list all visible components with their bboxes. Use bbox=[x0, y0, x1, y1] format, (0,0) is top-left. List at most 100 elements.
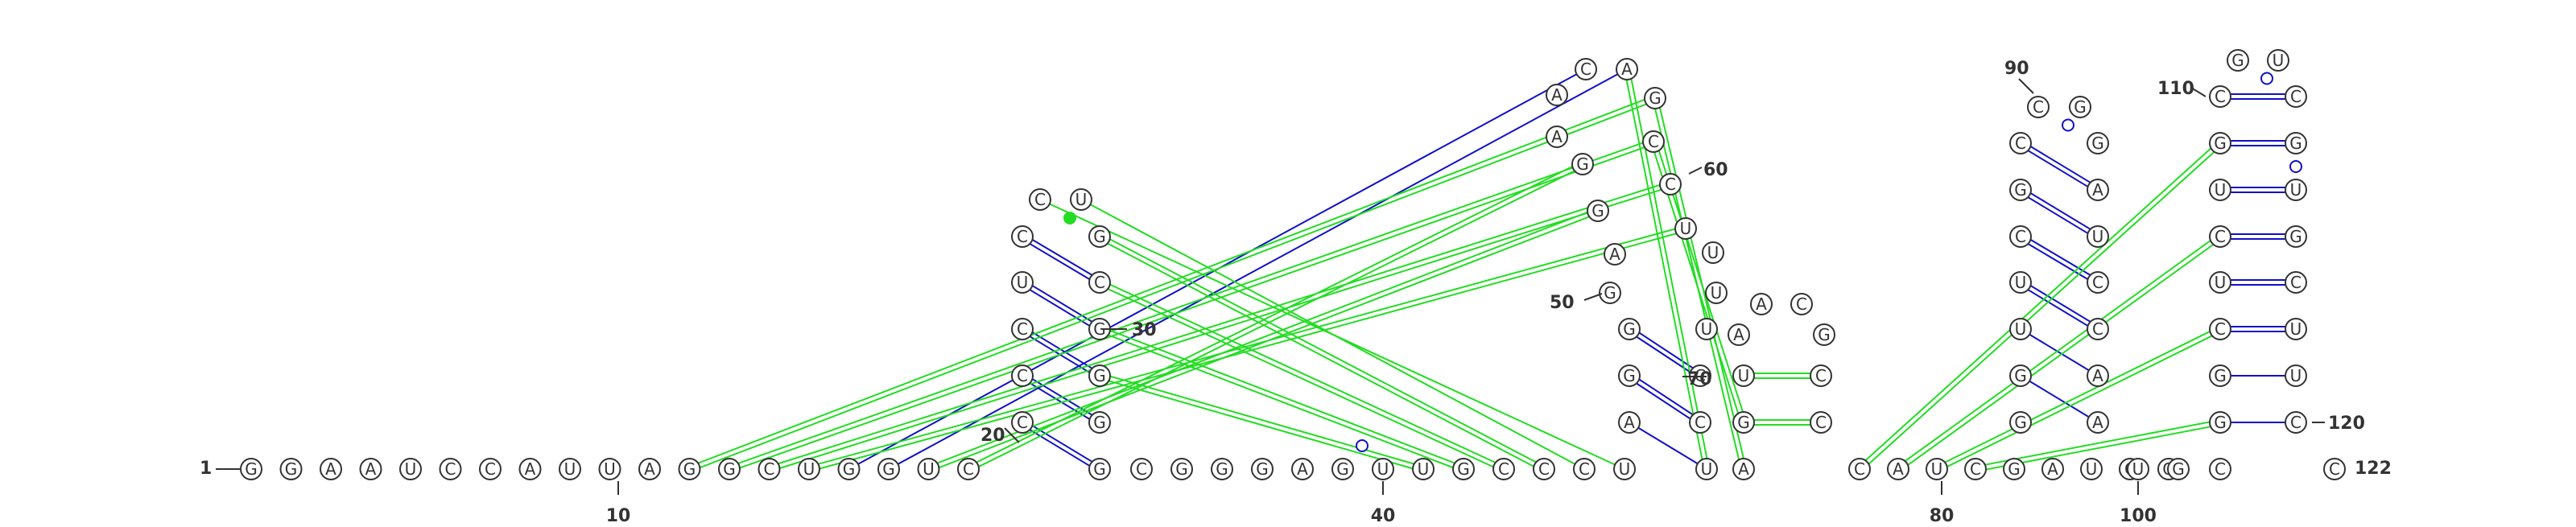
nucleotide-circle bbox=[2087, 411, 2109, 434]
nucleotide-circle bbox=[479, 458, 502, 480]
nucleotide: C bbox=[1011, 411, 1034, 434]
base-pair-line bbox=[967, 161, 1583, 468]
nucleotide-base: A bbox=[1624, 413, 1635, 432]
nucleotide: C bbox=[2009, 132, 2032, 154]
nucleotide-base: G bbox=[2091, 134, 2104, 153]
nucleotide-circle bbox=[1810, 411, 1832, 434]
nucleotide: G bbox=[1251, 458, 1274, 480]
nucleotide-circle bbox=[1732, 458, 1755, 480]
nucleotide-circle bbox=[2087, 271, 2109, 294]
nucleotide-circle bbox=[1674, 217, 1697, 240]
position-label-60: 60 bbox=[1703, 160, 1728, 180]
nucleotide-circle bbox=[2209, 318, 2231, 340]
nucleotide: C bbox=[1011, 364, 1034, 387]
nucleotide: C bbox=[439, 458, 462, 480]
nucleotide-circle bbox=[1813, 323, 1835, 346]
nucleotide: A bbox=[320, 458, 342, 480]
nucleotide: C bbox=[2087, 318, 2109, 340]
nucleotide: U bbox=[559, 458, 581, 480]
nucleotide-circle bbox=[2087, 364, 2109, 387]
nucleotide-base: G bbox=[1093, 413, 1106, 432]
base-pair-line bbox=[2018, 237, 2097, 286]
nucleotide: C bbox=[1810, 364, 1832, 387]
base-pair-line bbox=[2021, 233, 2100, 282]
base-pair-line bbox=[2021, 279, 2100, 328]
nucleotide-base: C bbox=[1017, 319, 1028, 339]
nucleotide-base: C bbox=[1815, 413, 1827, 432]
nucleotide-base: C bbox=[2215, 87, 2226, 106]
base-pair-line bbox=[729, 142, 1655, 472]
nucleotide-circle bbox=[1695, 318, 1718, 340]
nucleotide-circle bbox=[2009, 132, 2032, 154]
nucleotide-base: A bbox=[1621, 60, 1633, 79]
nucleotide-circle bbox=[1251, 458, 1274, 480]
base-pair-line bbox=[927, 208, 1598, 468]
nucleotide-base: U bbox=[1931, 459, 1943, 479]
nucleotide: C bbox=[1088, 271, 1111, 294]
nucleotide-base: U bbox=[1738, 366, 1750, 385]
nucleotide: C bbox=[2209, 318, 2231, 340]
nucleotide-circle bbox=[2069, 96, 2091, 118]
nucleotide: G bbox=[1618, 318, 1641, 340]
nucleotide-circle bbox=[837, 458, 861, 480]
nucleotide-base: C bbox=[2290, 413, 2301, 432]
nucleotide-circle bbox=[1088, 458, 1111, 480]
nucleotide-base: G bbox=[1175, 459, 1188, 479]
nucleotide: G bbox=[2087, 132, 2109, 154]
pair-marker bbox=[2260, 72, 2273, 85]
nucleotide-circle bbox=[1604, 243, 1626, 266]
tick-label-80: 80 bbox=[1930, 506, 1955, 526]
nucleotide-circle bbox=[1011, 225, 1034, 248]
nucleotide: G bbox=[2009, 179, 2032, 201]
nucleotide-circle bbox=[2087, 225, 2109, 248]
nucleotide: A bbox=[1750, 293, 1773, 315]
nucleotide-base: U bbox=[2132, 459, 2145, 479]
nucleotide-circle bbox=[1618, 364, 1641, 387]
base-pair-line bbox=[690, 99, 1657, 472]
nucleotide-circle bbox=[1029, 188, 1051, 211]
nucleotide-base: U bbox=[803, 459, 815, 479]
nucleotide: U bbox=[598, 458, 621, 480]
nucleotide-circle bbox=[1575, 58, 1597, 80]
nucleotide: G bbox=[678, 458, 701, 480]
nucleotide: U bbox=[2285, 179, 2307, 201]
nucleotide: C bbox=[957, 458, 980, 480]
nucleotide-base: G bbox=[2014, 366, 2027, 385]
nucleotide: U bbox=[1372, 458, 1394, 480]
nucleotide-circle bbox=[598, 458, 621, 480]
nucleotide-circle bbox=[1728, 323, 1750, 346]
nucleotide-circle bbox=[1452, 458, 1475, 480]
leader-line bbox=[2018, 78, 2034, 94]
nucleotide-circle bbox=[2209, 132, 2231, 154]
nucleotide-base: C bbox=[2033, 97, 2044, 117]
nucleotide-base: G bbox=[1216, 459, 1228, 479]
nucleotide: U bbox=[2285, 318, 2307, 340]
nucleotide: A bbox=[1616, 58, 1638, 80]
nucleotide-base: U bbox=[2215, 273, 2227, 292]
nucleotide-base: U bbox=[2290, 366, 2302, 385]
nucleotide-circle bbox=[2209, 458, 2231, 480]
pair-marker bbox=[1063, 212, 1076, 224]
nucleotide: A bbox=[1728, 323, 1750, 346]
nucleotide: U bbox=[1702, 241, 1724, 264]
nucleotide-base: G bbox=[683, 459, 696, 479]
nucleotide: U bbox=[1695, 458, 1718, 480]
nucleotide-base: C bbox=[1034, 190, 1046, 209]
nucleotide-base: G bbox=[1591, 201, 1604, 220]
nucleotide-base: G bbox=[2172, 459, 2185, 479]
nucleotide-base: A bbox=[2092, 180, 2103, 200]
nucleotide: U bbox=[917, 458, 940, 480]
nucleotide: U bbox=[2209, 271, 2231, 294]
nucleotide-base: U bbox=[1418, 459, 1430, 479]
nucleotide-circle bbox=[1011, 271, 1034, 294]
nucleotide-base: G bbox=[723, 459, 736, 479]
base-pair-line bbox=[1023, 233, 1102, 282]
nucleotide-circle bbox=[798, 458, 820, 480]
nucleotide-base: C bbox=[1695, 413, 1706, 432]
nucleotide-base: A bbox=[1738, 459, 1749, 479]
nucleotide-base: C bbox=[764, 459, 775, 479]
nucleotide-base: G bbox=[2289, 227, 2302, 246]
nucleotide-circle bbox=[1732, 364, 1755, 387]
